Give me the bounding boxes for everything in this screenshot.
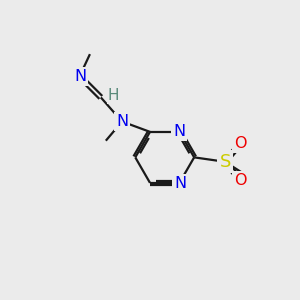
Text: S: S — [219, 153, 231, 171]
Text: H: H — [107, 88, 119, 104]
Text: N: N — [173, 124, 185, 139]
Text: O: O — [234, 136, 247, 151]
Text: N: N — [174, 176, 186, 191]
Text: N: N — [74, 69, 86, 84]
Text: O: O — [234, 172, 247, 188]
Text: N: N — [116, 114, 128, 129]
